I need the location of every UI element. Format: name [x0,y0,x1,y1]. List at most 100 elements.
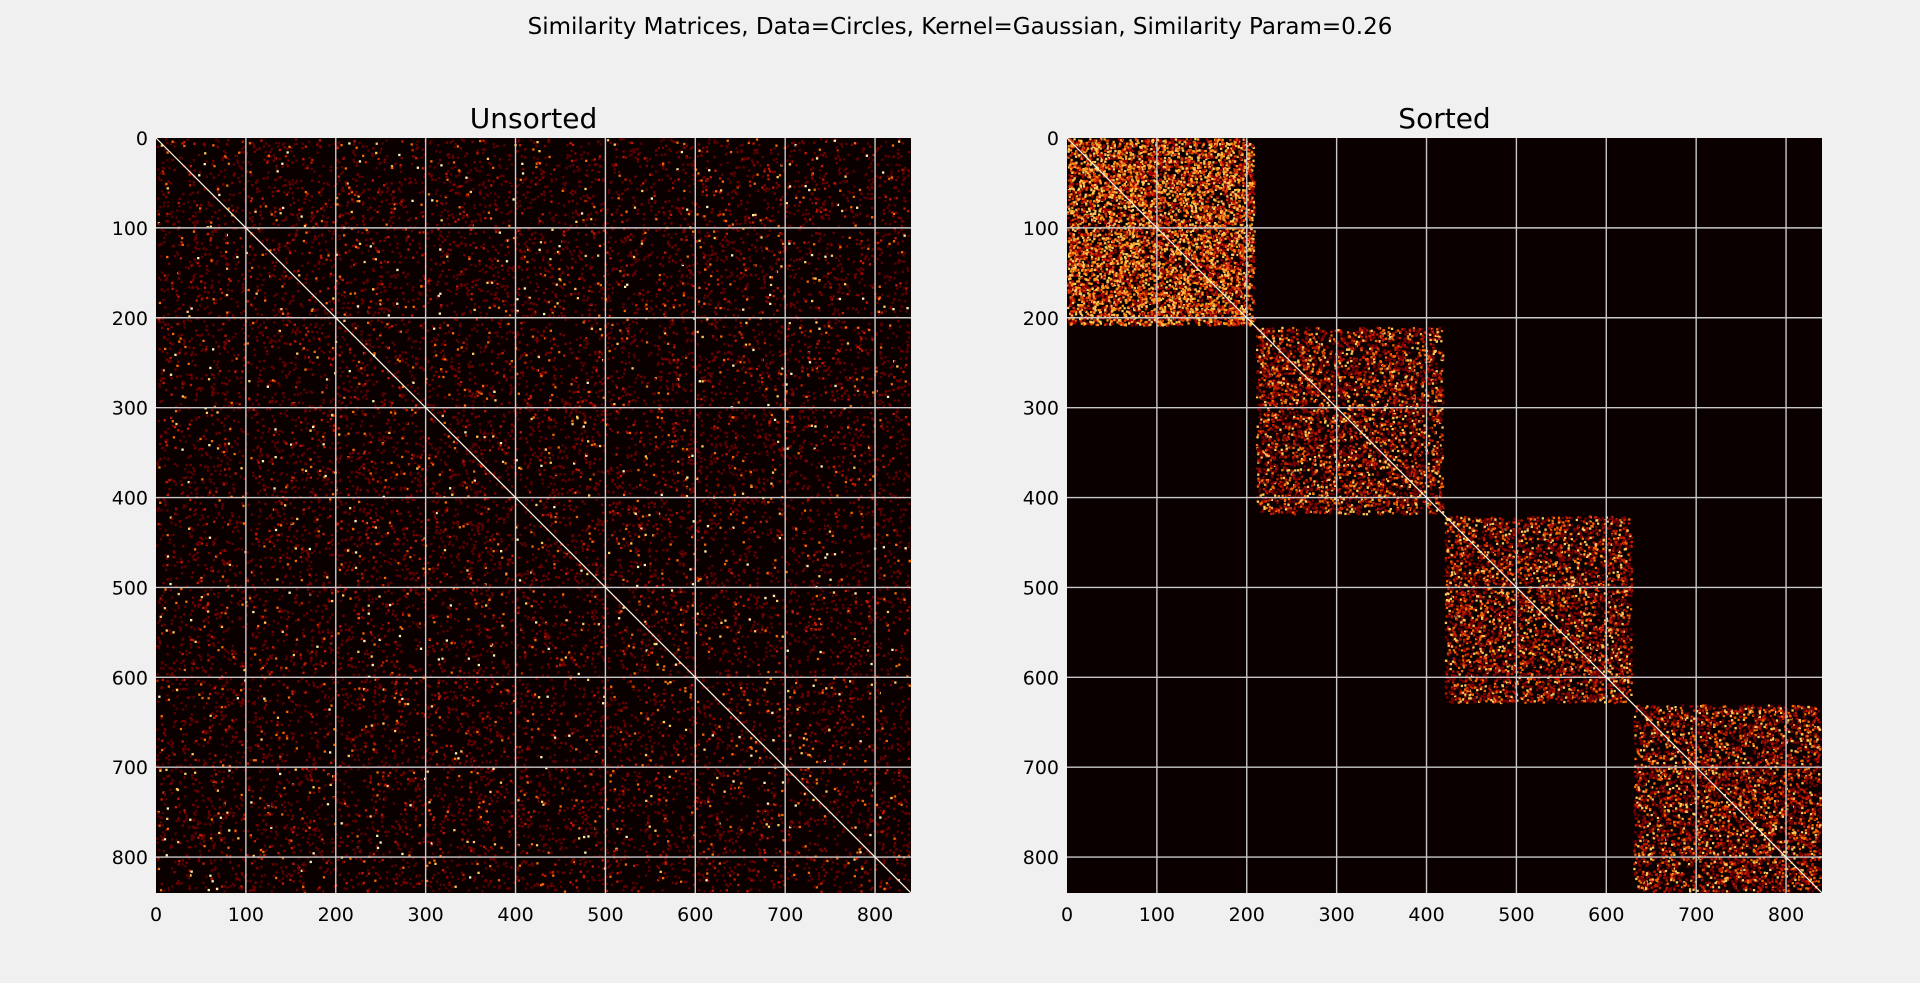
heatmap-cell [741,742,743,744]
heatmap-cell [277,639,279,641]
heatmap-cell [317,471,319,473]
heatmap-cell [316,433,318,435]
heatmap-cell [609,876,611,878]
heatmap-cell [746,683,748,685]
heatmap-cell [198,154,200,156]
heatmap-cell [880,330,882,332]
heatmap-cell [599,351,601,353]
heatmap-cell [884,181,886,183]
heatmap-cell [796,680,798,682]
heatmap-cell [673,708,675,710]
heatmap-cell [417,298,419,300]
heatmap-cell [716,478,718,480]
heatmap-cell [576,339,578,341]
heatmap-cell [531,258,533,260]
heatmap-cell [286,377,288,379]
heatmap-cell [732,365,734,367]
heatmap-cell [241,591,243,593]
heatmap-cell [588,888,590,890]
heatmap-cell [634,732,636,734]
heatmap-cell [902,271,904,273]
heatmap-cell [887,360,889,362]
heatmap-cell [569,611,571,613]
heatmap-cell [205,429,207,431]
heatmap-cell [373,696,375,698]
heatmap-cell [552,217,554,219]
heatmap-cell [324,572,326,574]
heatmap-cell [840,624,842,626]
heatmap-cell [493,614,495,616]
heatmap-cell [359,536,361,538]
heatmap-cell [252,472,254,474]
heatmap-cell [868,803,870,805]
heatmap-cell [654,625,656,627]
heatmap-cell [680,606,682,608]
heatmap-cell [689,850,691,852]
heatmap-cell [582,775,584,777]
heatmap-cell [759,546,761,548]
heatmap-cell [782,599,784,601]
heatmap-cell [429,396,431,398]
heatmap-cell [233,812,235,814]
heatmap-cell [798,171,800,173]
heatmap-cell [322,436,324,438]
heatmap-cell [637,739,639,741]
heatmap-cell [458,474,460,476]
heatmap-cell [646,524,648,526]
heatmap-cell [505,582,507,584]
heatmap-cell [906,351,908,353]
heatmap-cell [354,804,356,806]
heatmap-cell [319,817,321,819]
heatmap-cell [857,569,859,571]
heatmap-cell [843,180,845,182]
heatmap-cell [901,862,903,864]
heatmap-cell [444,422,446,424]
heatmap-cell [525,511,527,513]
heatmap-cell [738,613,740,615]
heatmap-cell [302,632,304,634]
heatmap-cell [286,655,288,657]
heatmap-cell [499,326,501,328]
heatmap-cell [768,250,770,252]
heatmap-cell [537,286,539,288]
heatmap-cell [215,491,217,493]
heatmap-cell [600,210,602,212]
heatmap-cell [190,613,192,615]
heatmap-cell [407,384,409,386]
heatmap-cell [643,597,645,599]
heatmap-cell [612,743,614,745]
heatmap-cell [597,415,599,417]
heatmap-cell [164,601,166,603]
heatmap-cell [437,453,439,455]
heatmap-cell [746,453,748,455]
heatmap-cell [483,776,485,778]
heatmap-cell [242,626,244,628]
heatmap-cell [413,772,415,774]
heatmap-cell [272,191,274,193]
heatmap-cell [656,256,658,258]
heatmap-cell [692,231,694,233]
heatmap-cell [643,218,645,220]
heatmap-cell [539,825,541,827]
heatmap-cell [346,854,348,856]
heatmap-cell [195,234,197,236]
heatmap-cell [907,210,909,212]
heatmap-cell [157,754,159,756]
heatmap-cell [271,517,273,519]
heatmap-cell [473,731,475,733]
heatmap-cell [497,797,499,799]
heatmap-cell [444,871,446,873]
heatmap-cell [833,276,835,278]
heatmap-cell [385,613,387,615]
heatmap-cell [629,180,631,182]
heatmap-cell [469,562,471,564]
heatmap-cell [864,462,866,464]
heatmap-cell [459,206,461,208]
heatmap-cell [409,243,411,245]
heatmap-cell [870,608,872,610]
heatmap-cell [414,589,416,591]
heatmap-cell [521,701,523,703]
heatmap-cell [491,319,493,321]
heatmap-cell [543,593,545,595]
heatmap-cell [184,759,186,761]
